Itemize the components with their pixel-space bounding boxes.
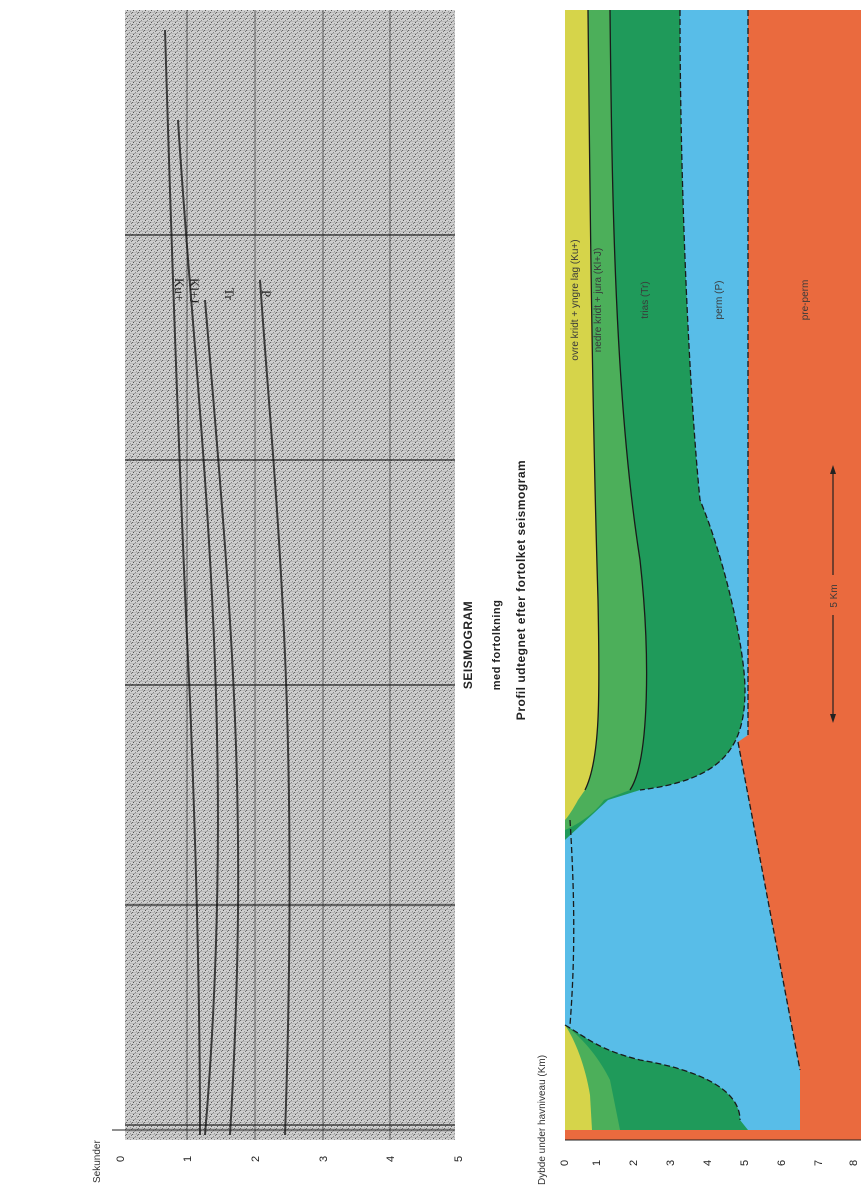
profile-caption: Profil udtegnet efter fortolket seismogr… <box>514 460 528 720</box>
profile-panel: ovre kridt + yngre lag (Ku+) nedre kridt… <box>537 9 861 1185</box>
scale-bar: 5 Km <box>829 465 840 723</box>
reflector-label-ku: Ku+ <box>172 278 187 301</box>
depth-tick-8: 8 <box>848 1160 860 1166</box>
reflector-label-tr: Tr <box>222 288 237 300</box>
depth-axis: 0 1 2 3 4 5 6 7 8 Dybde under havniveau … <box>537 1055 861 1185</box>
reflector-curves <box>164 29 291 1136</box>
sec-tick-5: 5 <box>453 1156 465 1162</box>
sec-tick-3: 3 <box>318 1156 330 1162</box>
sec-tick-4: 4 <box>385 1156 397 1162</box>
layer-boundaries <box>564 9 801 1121</box>
seismogram-gridlines <box>186 10 391 1140</box>
depth-tick-3: 3 <box>665 1160 677 1166</box>
depth-axis-label: Dybde under havniveau (Km) <box>537 1055 548 1185</box>
sec-tick-2: 2 <box>250 1156 262 1162</box>
depth-tick-4: 4 <box>702 1160 714 1166</box>
layer-label-ku: ovre kridt + yngre lag (Ku+) <box>570 239 581 360</box>
seismogram-axis-label: Sekunder <box>92 1140 103 1183</box>
page-subtitle: med fortolkning <box>491 600 503 691</box>
sec-tick-1: 1 <box>182 1156 194 1162</box>
depth-tick-5: 5 <box>739 1160 751 1166</box>
seismogram-axis: 0 1 2 3 4 5 Sekunder <box>92 1129 465 1183</box>
reflector-label-klj: Kl+J <box>187 278 202 303</box>
depth-tick-7: 7 <box>813 1160 825 1166</box>
depth-tick-2: 2 <box>628 1160 640 1166</box>
reflector-label-p: P <box>259 290 274 297</box>
layer-label-p: perm (P) <box>714 281 725 320</box>
depth-tick-6: 6 <box>776 1160 788 1166</box>
layer-label-klj: nedre kridt + jura (Kl+J) <box>593 248 604 353</box>
scale-label: 5 Km <box>829 584 840 607</box>
sec-tick-0: 0 <box>115 1156 127 1162</box>
page-title: SEISMOGRAM <box>461 601 475 689</box>
depth-tick-0: 0 <box>559 1160 571 1166</box>
seismogram-panel: Ku+ Kl+J Tr P 0 1 2 3 4 5 Sekunder <box>92 10 465 1183</box>
layer-ku <box>565 10 599 820</box>
depth-tick-1: 1 <box>591 1160 603 1166</box>
layer-label-tr: trias (Tr) <box>640 281 651 318</box>
layer-label-preperm: pre-perm <box>800 280 811 321</box>
layer-ku-right <box>565 1025 592 1130</box>
